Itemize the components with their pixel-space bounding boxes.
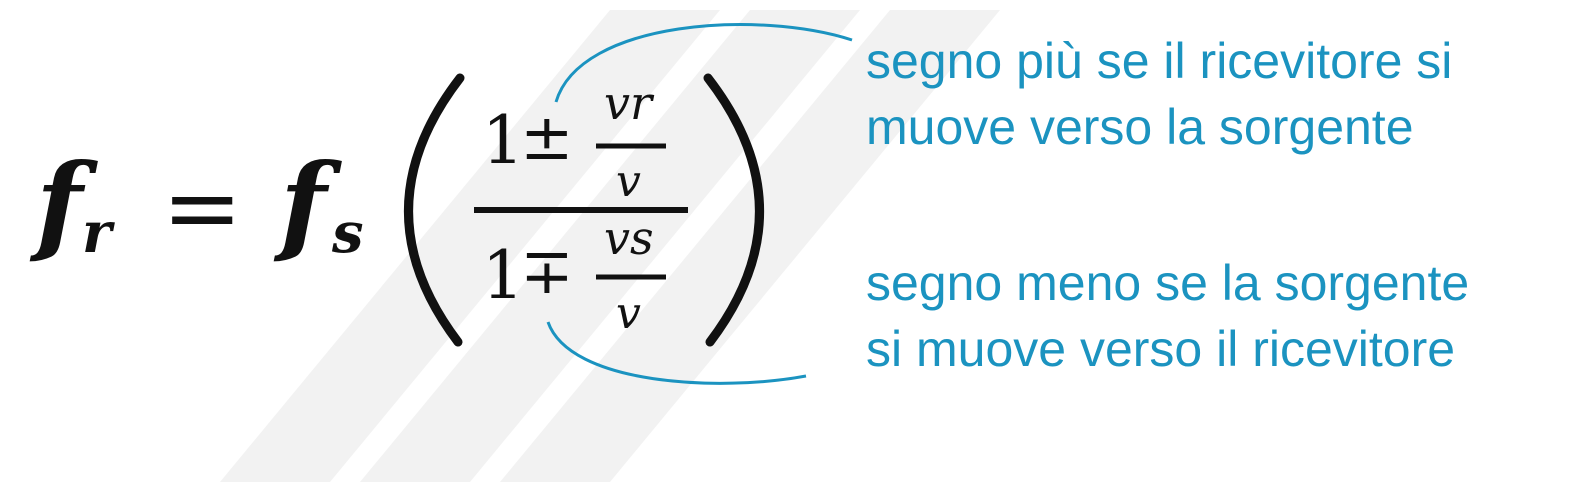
right-parenthesis [703,73,764,347]
note-plus-line-2: muove verso la sorgente [866,99,1414,155]
note-minus-sign: segno meno se la sorgente si muove verso… [866,250,1469,382]
connector-curve-bottom [546,321,807,385]
equals-sign: = [162,152,243,264]
subscript-s: s [332,200,364,266]
minus-plus-sign: ∓ [520,235,574,309]
note-plus-sign: segno più se il ricevitore si muove vers… [866,28,1452,160]
note-plus-line-1: segno più se il ricevitore si [866,33,1453,89]
symbol-f-s: f [280,141,327,267]
note-minus-line-2: si muove verso il ricevitore [866,321,1456,377]
velocity-source: vs [604,211,654,265]
left-parenthesis [404,73,465,347]
velocity-receiver: vr [604,76,652,130]
note-minus-line-1: segno meno se la sorgente [866,255,1470,311]
subscript-r: r [82,200,112,266]
velocity-wave-top: v [616,156,641,207]
velocity-wave-bottom: v [616,288,641,339]
numerator-one: 1 [482,102,524,179]
denominator-one: 1 [482,237,524,314]
connector-curve-top [554,23,853,103]
plus-minus-sign: ± [520,101,574,175]
symbol-f-r: f [36,141,83,267]
